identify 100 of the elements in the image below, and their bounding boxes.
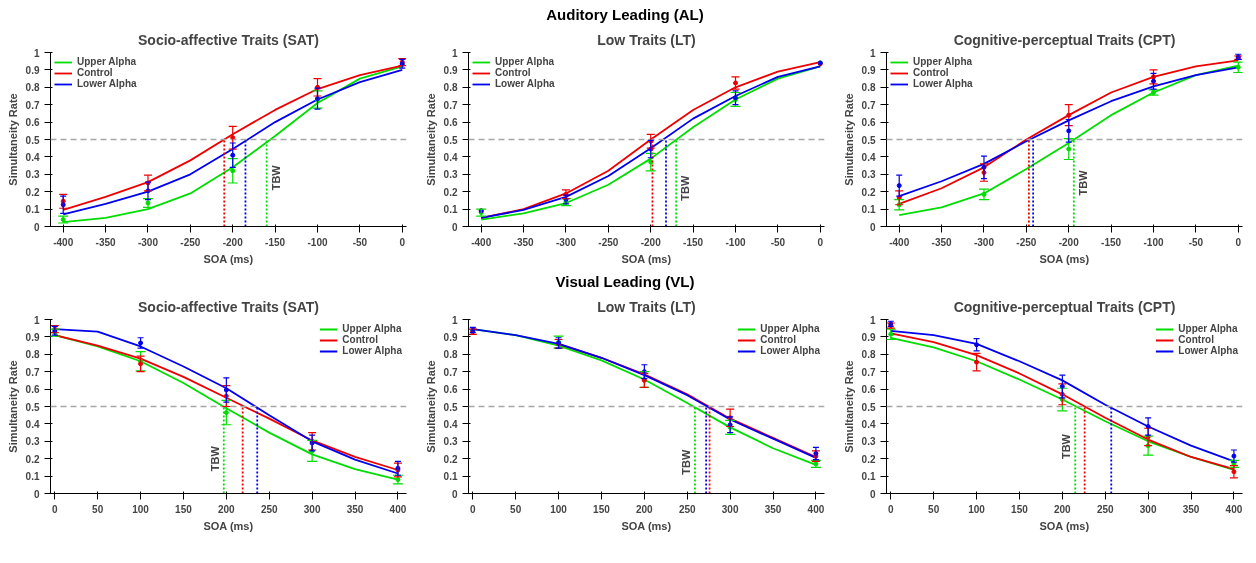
x-tick-label: -200 <box>640 236 662 248</box>
y-tick-label: 0.1 <box>443 204 458 216</box>
y-tick-label: 0.2 <box>25 453 40 465</box>
legend-label: Lower Alpha <box>913 78 973 89</box>
y-tick-label: 0 <box>869 488 876 500</box>
y-tick-label: 0.1 <box>25 471 40 483</box>
x-axis-title: SOA (ms) <box>203 252 254 265</box>
x-tick-label: 50 <box>510 503 522 515</box>
y-tick-label: 1 <box>451 47 458 59</box>
x-tick-label: 0 <box>817 236 824 248</box>
x-tick-label: 250 <box>1096 503 1115 515</box>
x-tick-label: -350 <box>95 236 117 248</box>
x-tick-label: 300 <box>303 503 321 515</box>
y-tick-label: 0.2 <box>443 453 458 465</box>
y-axis-title: Simultaneity Rate <box>842 360 855 453</box>
text: Visual Leading (VL) <box>554 272 696 292</box>
x-tick-label: 50 <box>928 503 940 515</box>
y-tick-label: 0 <box>33 488 40 500</box>
x-tick-label: -400 <box>889 236 910 248</box>
y-tick-label: 0.4 <box>861 418 876 430</box>
y-axis-title: Simultaneity Rate <box>6 360 19 453</box>
x-tick-label: -350 <box>513 236 535 248</box>
y-axis-title: Simultaneity Rate <box>424 93 437 186</box>
y-tick-label: 0.5 <box>443 401 458 413</box>
y-tick-label: 0.1 <box>861 204 876 216</box>
y-tick-label: 1 <box>33 314 40 326</box>
y-tick-label: 0.3 <box>443 169 458 181</box>
y-tick-label: 0.2 <box>861 186 876 198</box>
x-tick-label: -250 <box>180 236 201 248</box>
x-tick-label: -300 <box>555 236 577 248</box>
x-tick-label: 100 <box>132 503 150 515</box>
y-tick-label: 0.6 <box>25 384 40 396</box>
x-tick-label: -50 <box>1188 236 1204 248</box>
y-tick-label: 0.2 <box>443 186 458 198</box>
y-tick-label: 0 <box>33 221 40 233</box>
legend-label: Lower Alpha <box>342 345 402 356</box>
legend-label: Upper Alpha <box>913 56 973 67</box>
legend-label: Control <box>760 334 796 345</box>
y-tick-label: 0.9 <box>25 64 40 76</box>
y-tick-label: 0.9 <box>861 64 876 76</box>
y-tick-label: 0.6 <box>443 117 458 129</box>
y-tick-label: 0.4 <box>25 418 40 430</box>
y-tick-label: 0.8 <box>861 349 876 361</box>
legend-label: Control <box>495 67 531 78</box>
x-tick-label: -100 <box>1143 236 1164 248</box>
legend-label: Upper Alpha <box>495 56 555 67</box>
legend-label: Control <box>913 67 949 78</box>
chart-title: Socio-affective Traits (SAT) <box>138 298 320 315</box>
x-tick-label: 0 <box>888 503 895 515</box>
x-tick-label: -300 <box>973 236 995 248</box>
x-tick-label: -150 <box>265 236 286 248</box>
legend-label: Lower Alpha <box>77 78 137 89</box>
x-tick-label: 0 <box>1235 236 1242 248</box>
chart-title: Low Traits (LT) <box>597 298 696 315</box>
x-tick-label: 150 <box>593 503 611 515</box>
y-tick-label: 0.7 <box>861 366 876 378</box>
y-tick-label: 1 <box>869 47 876 59</box>
y-tick-label: 0.1 <box>25 204 40 216</box>
legend-label: Lower Alpha <box>1178 345 1238 356</box>
y-tick-label: 0.6 <box>861 384 876 396</box>
annotation: TBW <box>679 449 692 475</box>
x-tick-label: 350 <box>1182 503 1200 515</box>
x-tick-label: -50 <box>770 236 786 248</box>
y-tick-label: 0.5 <box>861 134 876 146</box>
y-tick-label: 0.5 <box>25 401 40 413</box>
x-tick-label: 50 <box>92 503 104 515</box>
y-tick-label: 0 <box>451 488 458 500</box>
x-tick-label: 250 <box>260 503 279 515</box>
text: Auditory Leading (AL) <box>545 5 705 25</box>
y-tick-label: 0.5 <box>861 401 876 413</box>
y-tick-label: 0.7 <box>443 99 458 111</box>
y-tick-label: 0.4 <box>861 151 876 163</box>
y-tick-label: 0.8 <box>443 82 458 94</box>
x-tick-label: -250 <box>598 236 619 248</box>
y-tick-label: 1 <box>33 47 40 59</box>
y-tick-label: 0.8 <box>25 349 40 361</box>
y-axis-title: Simultaneity Rate <box>842 93 855 186</box>
legend-label: Upper Alpha <box>342 323 402 334</box>
y-tick-label: 0 <box>869 221 876 233</box>
x-tick-label: -400 <box>53 236 74 248</box>
x-tick-label: 300 <box>1139 503 1157 515</box>
x-tick-label: 250 <box>678 503 697 515</box>
x-tick-label: -200 <box>1058 236 1080 248</box>
x-tick-label: 400 <box>807 503 825 515</box>
y-tick-label: 0.7 <box>25 366 40 378</box>
x-tick-label: 350 <box>346 503 364 515</box>
x-tick-label: 300 <box>721 503 739 515</box>
y-tick-label: 0.4 <box>443 418 458 430</box>
x-axis-title: SOA (ms) <box>1039 252 1090 265</box>
annotation: TBW <box>208 445 221 472</box>
legend-label: Control <box>77 67 113 78</box>
x-tick-label: 200 <box>636 503 654 515</box>
x-axis-title: SOA (ms) <box>1039 519 1090 532</box>
legend-label: Control <box>1178 334 1214 345</box>
x-tick-label: 400 <box>389 503 407 515</box>
annotation: TBW <box>1076 169 1089 196</box>
legend-label: Upper Alpha <box>77 56 137 67</box>
y-tick-label: 0.3 <box>861 436 876 448</box>
y-tick-label: 0.9 <box>861 331 876 343</box>
y-tick-label: 0.8 <box>861 82 876 94</box>
